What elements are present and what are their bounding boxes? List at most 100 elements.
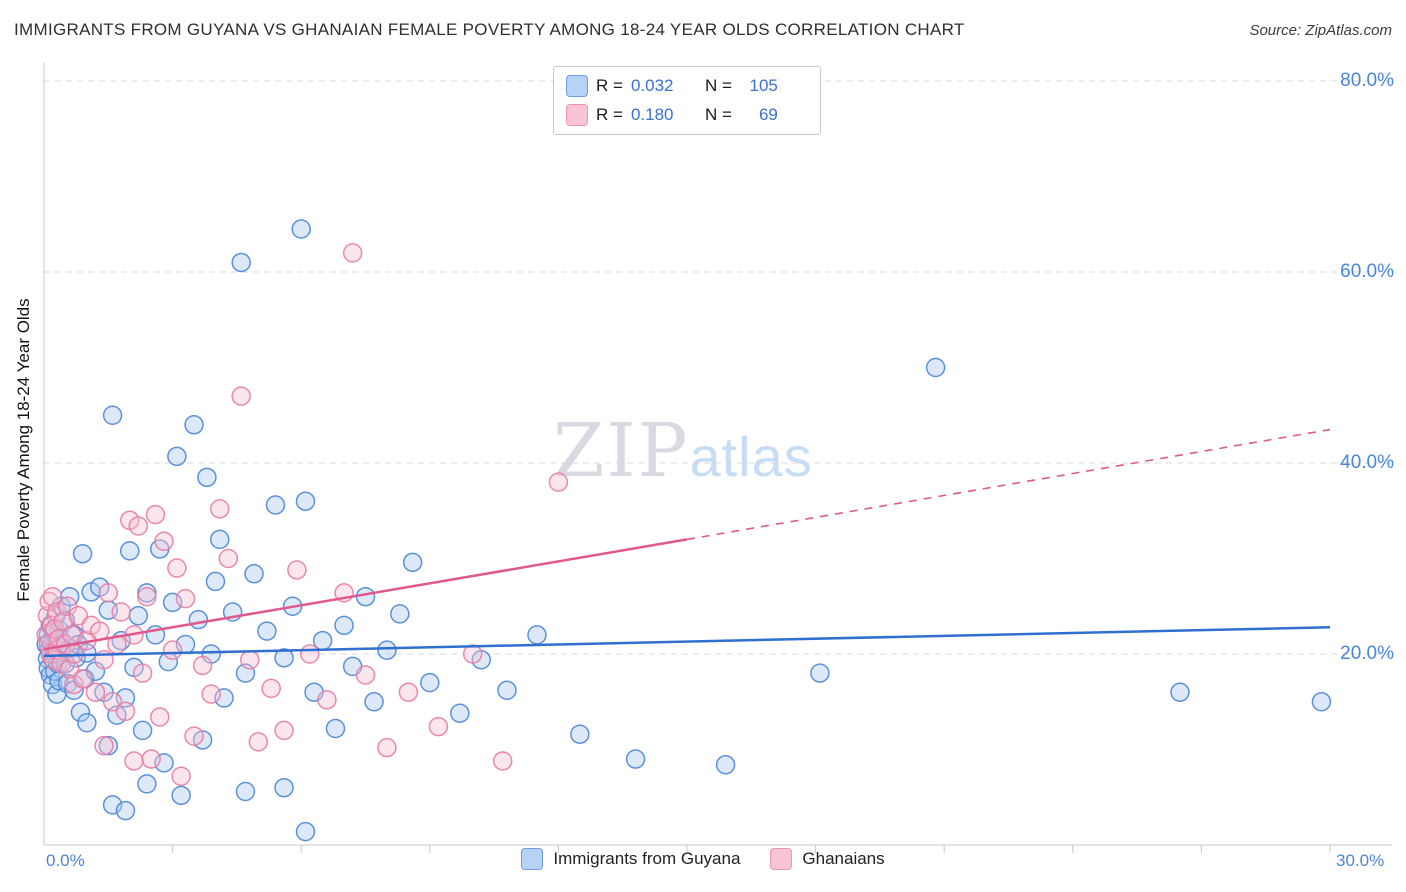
scatter-point-ghanaians: [248, 732, 269, 752]
scatter-point-guyana: [167, 446, 187, 467]
scatter-point-ghanaians: [94, 735, 114, 756]
scatter-point-ghanaians: [154, 531, 174, 552]
scatter-point-guyana: [128, 606, 149, 626]
y-tick-80: 80.0%: [1340, 70, 1394, 91]
scatter-point-ghanaians: [47, 602, 67, 622]
r-value: 0.180: [630, 105, 674, 124]
source-attribution: Source: ZipAtlas.com: [1249, 22, 1392, 39]
scatter-point-guyana: [325, 718, 346, 739]
y-tick-40: 40.0%: [1340, 452, 1394, 473]
scatter-point-guyana: [205, 571, 226, 592]
scatter-point-ghanaians: [377, 737, 397, 758]
scatter-point-guyana: [184, 415, 204, 435]
n-value: 69: [758, 105, 778, 124]
scatter-point-ghanaians: [192, 655, 213, 676]
trend-line-extension-ghanaians: [686, 428, 1331, 541]
correlation-legend-box: R = 0.032 N = 105 R = 0.180 N = 69: [553, 66, 821, 135]
scatter-point-guyana: [295, 821, 316, 842]
scatter-point-ghanaians: [218, 548, 239, 569]
scatter-point-ghanaians: [171, 766, 191, 786]
blue-series-swatch: [566, 75, 588, 97]
scatter-point-ghanaians: [201, 684, 221, 704]
scatter-point-ghanaians: [102, 692, 123, 712]
scatter-point-ghanaians: [72, 669, 93, 689]
scatter-point-ghanaians: [42, 586, 63, 607]
scatter-point-guyana: [188, 609, 209, 630]
scatter-point-guyana: [390, 604, 410, 624]
scatter-point-guyana: [291, 219, 311, 239]
scatter-point-guyana: [274, 648, 294, 668]
scatter-point-ghanaians: [111, 602, 131, 622]
scatter-point-guyana: [377, 640, 397, 660]
legend-item-ghanaians: Ghanaians: [770, 848, 885, 870]
scatter-point-ghanaians: [287, 560, 307, 580]
scatter-point-guyana: [334, 615, 354, 636]
scatter-point-guyana: [295, 491, 316, 511]
scatter-point-guyana: [527, 625, 547, 645]
scatter-point-guyana: [625, 749, 646, 769]
scatter-point-ghanaians: [462, 644, 483, 664]
legend-row-guyana: R = 0.032 N = 105: [566, 75, 808, 97]
scatter-point-guyana: [171, 785, 191, 806]
scatter-point-guyana: [450, 703, 470, 723]
trend-line-immigrants-from-guyana: [43, 626, 1331, 658]
scatter-point-guyana: [925, 357, 946, 378]
scatter-point-ghanaians: [59, 659, 80, 680]
scatter-point-ghanaians: [342, 243, 363, 263]
scatter-point-ghanaians: [231, 386, 251, 406]
scatter-point-ghanaians: [68, 606, 89, 626]
scatter-point-guyana: [137, 774, 157, 794]
x-tick-min: 0.0%: [46, 851, 85, 870]
scatter-point-guyana: [497, 680, 517, 701]
blue-series-swatch: [521, 848, 544, 870]
scatter-point-guyana: [420, 672, 440, 693]
scatter-point-ghanaians: [149, 707, 170, 727]
scatter-point-guyana: [235, 781, 256, 802]
scatter-point-guyana: [197, 467, 217, 488]
scatter-point-guyana: [715, 755, 736, 775]
n-label: N =: [704, 76, 732, 95]
n-value: 105: [749, 76, 778, 95]
n-label: N =: [704, 105, 732, 124]
legend-label-guyana: Immigrants from Guyana: [553, 849, 741, 868]
scatter-point-ghanaians: [398, 682, 419, 702]
scatter-point-guyana: [265, 495, 286, 515]
scatter-point-ghanaians: [548, 472, 569, 492]
scatter-point-guyana: [115, 800, 136, 821]
page-title: IMMIGRANTS FROM GUYANA VS GHANAIAN FEMAL…: [14, 20, 965, 39]
r-label: R =: [596, 105, 623, 124]
scatter-point-guyana: [570, 724, 590, 744]
trend-line-ghanaians: [43, 538, 688, 651]
scatter-point-guyana: [402, 552, 423, 573]
scatter-point-guyana: [77, 713, 97, 733]
y-tick-20: 20.0%: [1340, 643, 1394, 664]
scatter-point-ghanaians: [145, 504, 166, 525]
scatter-point-ghanaians: [128, 516, 149, 536]
scatter-point-guyana: [257, 621, 277, 641]
scatter-point-ghanaians: [115, 701, 136, 722]
legend-label-ghanaians: Ghanaians: [802, 849, 885, 868]
scatter-point-guyana: [102, 405, 123, 425]
scatter-point-ghanaians: [317, 690, 337, 710]
y-tick-60: 60.0%: [1340, 261, 1394, 282]
scatter-point-guyana: [132, 720, 153, 741]
scatter-point-guyana: [355, 586, 376, 607]
scatter-point-guyana: [70, 702, 91, 723]
scatter-point-ghanaians: [175, 588, 196, 609]
scatter-point-guyana: [1311, 692, 1332, 712]
scatter-point-guyana: [210, 529, 230, 550]
scatter-point-guyana: [810, 663, 830, 683]
legend-row-ghanaians: R = 0.180 N = 69: [566, 104, 808, 126]
scatter-point-guyana: [119, 541, 140, 561]
scatter-point-ghanaians: [355, 665, 376, 685]
scatter-point-guyana: [1170, 682, 1190, 702]
scatter-point-guyana: [98, 735, 119, 756]
scatter-point-ghanaians: [184, 726, 204, 746]
scatter-point-ghanaians: [167, 558, 187, 578]
r-label: R =: [596, 76, 623, 95]
scatter-point-guyana: [72, 543, 93, 564]
scatter-point-ghanaians: [85, 682, 106, 702]
scatter-point-guyana: [274, 777, 294, 798]
